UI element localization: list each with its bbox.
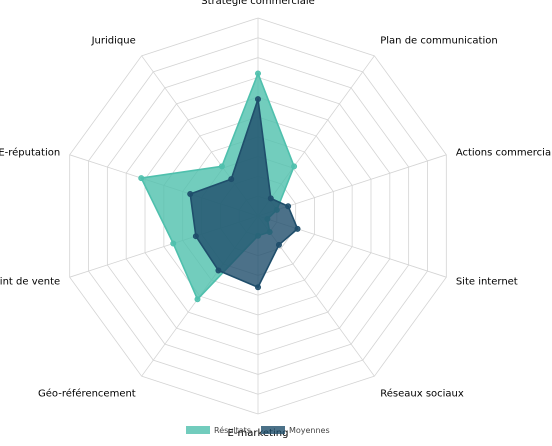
data-point-moyennes-e-marketing <box>254 284 261 291</box>
data-point-resultats-e-reputation <box>138 175 145 182</box>
data-point-moyennes-plan-de-communication <box>267 195 274 202</box>
axis-label-site-internet: Site internet <box>456 276 518 287</box>
legend-item-moyennes: Moyennes <box>260 425 330 435</box>
axis-label-e-marketing: E-marketing <box>228 428 289 439</box>
axis-label-plan-de-communication: Plan de communication <box>380 36 497 47</box>
legend-swatch-resultats <box>186 426 210 434</box>
data-point-resultats-juridique <box>218 163 225 170</box>
data-point-resultats-plan-de-communication <box>291 163 298 170</box>
axis-label-actions-commerciales: Actions commerciales <box>456 148 552 159</box>
data-point-moyennes-point-de-vente <box>192 233 199 240</box>
data-point-resultats-geo-referencement <box>194 296 201 303</box>
axis-label-strategie-commerciale: Stratégie commerciale <box>201 0 315 7</box>
legend-label-moyennes: Moyennes <box>288 425 330 435</box>
axis-label-reseaux-sociaux: Réseaux sociaux <box>380 387 464 399</box>
axis-label-juridique: Juridique <box>91 36 136 47</box>
axis-label-geo-referencement: Géo-référencement <box>38 387 136 399</box>
legend-swatch-moyennes <box>260 426 285 434</box>
legend-item-resultats: Résultats <box>186 426 251 435</box>
chart-legend: Résultats Moyennes <box>186 424 330 436</box>
data-point-moyennes-actions-commerciales <box>285 203 292 210</box>
data-point-resultats-point-de-vente <box>170 240 177 247</box>
data-point-moyennes-strategie-commerciale <box>254 96 261 103</box>
data-point-moyennes-reseaux-sociaux <box>275 241 282 248</box>
data-point-moyennes-site-internet <box>294 225 301 232</box>
legend-label-resultats: Résultats <box>214 425 251 435</box>
data-point-moyennes-juridique <box>228 176 235 183</box>
axis-label-e-reputation: E-réputation <box>0 147 60 159</box>
data-point-resultats-strategie-commerciale <box>254 70 261 77</box>
data-point-moyennes-e-reputation <box>187 190 194 197</box>
data-point-moyennes-geo-referencement <box>215 267 222 274</box>
radar-series <box>138 70 301 303</box>
axis-label-point-de-vente: Point de vente <box>0 276 60 287</box>
